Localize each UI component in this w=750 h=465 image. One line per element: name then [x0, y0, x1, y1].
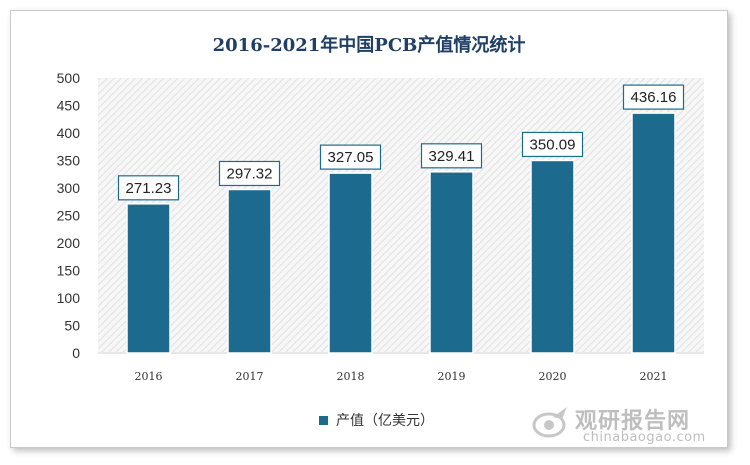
y-tick-label: 450	[57, 98, 81, 114]
y-tick-label: 0	[72, 345, 80, 361]
watermark-url: chinabaogao.com	[583, 430, 706, 445]
bar	[328, 172, 373, 354]
y-tick-label: 500	[57, 70, 81, 86]
bar-chart: 0 50 100 150 200 250 300 350 400 450 500 271.23 297…	[57, 70, 704, 383]
bar	[429, 171, 474, 354]
watermark-name: 观研报告网	[575, 409, 691, 434]
x-tick-label: 2021	[640, 370, 668, 383]
data-label: 297.32	[227, 165, 273, 182]
data-label-box	[117, 175, 180, 201]
data-label-box	[521, 131, 584, 158]
data-label-box	[420, 143, 483, 169]
y-tick-label: 100	[57, 290, 81, 306]
data-label-box	[319, 144, 382, 170]
data-label: 327.05	[328, 149, 374, 166]
data-label: 436.16	[631, 89, 677, 106]
x-tick-label: 2019	[438, 370, 466, 383]
x-tick-label: 2017	[236, 370, 264, 383]
watermark: 观研报告网 chinabaogao.com	[531, 401, 726, 449]
data-label-box	[622, 84, 685, 110]
y-tick-label: 300	[57, 180, 81, 196]
y-tick-label: 200	[57, 235, 81, 251]
x-tick-label: 2018	[337, 370, 365, 383]
bar	[631, 112, 676, 354]
legend: 产值（亿美元）	[319, 410, 434, 430]
chart-card: 2016-2021年中国PCB产值情况统计 0 50 100 150 200 250 300…	[10, 10, 728, 448]
y-tick-label: 400	[57, 125, 81, 141]
plot-area	[98, 78, 704, 352]
legend-label: 产值（亿美元）	[336, 413, 434, 429]
y-tick-label: 350	[57, 153, 81, 169]
x-tick-label: 2016	[135, 370, 163, 383]
data-label: 350.09	[530, 136, 576, 153]
data-label: 271.23	[126, 180, 172, 197]
x-tick-label: 2020	[539, 370, 567, 383]
y-tick-label: 50	[64, 318, 80, 334]
y-tick-label: 250	[57, 208, 81, 224]
bar	[227, 188, 272, 354]
data-label-box	[218, 160, 281, 187]
chart-title: 2016-2021年中国PCB产值情况统计	[212, 35, 526, 56]
bar	[126, 203, 171, 354]
watermark-logo-icon	[532, 407, 567, 438]
legend-swatch	[319, 415, 328, 425]
bar	[530, 159, 575, 354]
data-label: 329.41	[429, 148, 475, 165]
y-tick-label: 150	[57, 263, 81, 279]
